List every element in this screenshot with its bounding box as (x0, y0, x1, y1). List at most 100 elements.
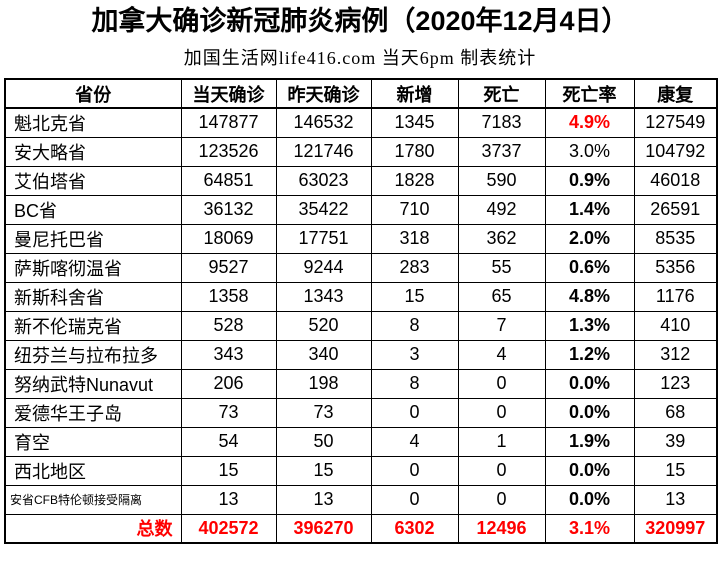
column-header-6: 康复 (633, 78, 718, 110)
value-cell: 0 (457, 484, 546, 515)
death-rate-cell: 1.9% (544, 426, 635, 457)
value-cell: 1828 (370, 165, 459, 196)
value-cell: 8535 (633, 223, 718, 254)
value-cell: 147877 (180, 107, 277, 138)
table-body: 魁北克省 147877 146532 1345 7183 4.9% 127549 安大略省 12… (4, 107, 718, 544)
value-cell: 13 (180, 484, 277, 515)
province-cell: 纽芬兰与拉布拉多 (4, 339, 182, 370)
value-cell: 362 (457, 223, 546, 254)
table-row: 努纳武特Nunavut 206 198 8 0 0.0% 123 (4, 368, 718, 399)
value-cell: 4 (457, 339, 546, 370)
value-cell: 4 (370, 426, 459, 457)
value-cell: 9527 (180, 252, 277, 283)
province-cell: BC省 (4, 194, 182, 225)
province-cell: 新斯科舍省 (4, 281, 182, 312)
value-cell: 710 (370, 194, 459, 225)
value-cell: 3737 (457, 136, 546, 167)
value-cell: 13 (275, 484, 372, 515)
table-row: 育空 54 50 4 1 1.9% 39 (4, 426, 718, 457)
value-cell: 8 (370, 310, 459, 341)
death-rate-cell: 1.3% (544, 310, 635, 341)
value-cell: 18069 (180, 223, 277, 254)
value-cell: 0 (370, 484, 459, 515)
column-header-5: 死亡率 (544, 78, 635, 110)
value-cell: 121746 (275, 136, 372, 167)
value-cell: 104792 (633, 136, 718, 167)
value-cell: 9244 (275, 252, 372, 283)
province-cell: 魁北克省 (4, 107, 182, 138)
value-cell: 13 (633, 484, 718, 515)
table-row: BC省 36132 35422 710 492 1.4% 26591 (4, 194, 718, 225)
value-cell: 0 (457, 368, 546, 399)
value-cell: 528 (180, 310, 277, 341)
column-header-2: 昨天确诊 (275, 78, 372, 110)
value-cell: 50 (275, 426, 372, 457)
value-cell: 46018 (633, 165, 718, 196)
province-cell: 安省CFB特伦顿接受隔离 (4, 484, 182, 515)
province-cell: 西北地区 (4, 455, 182, 486)
value-cell: 65 (457, 281, 546, 312)
value-cell: 343 (180, 339, 277, 370)
value-cell: 73 (180, 397, 277, 428)
total-row: 总数 402572 396270 6302 12496 3.1% 320997 (4, 513, 718, 544)
province-cell: 新不伦瑞克省 (4, 310, 182, 341)
value-cell: 26591 (633, 194, 718, 225)
table-row: 安大略省 123526 121746 1780 3737 3.0% 104792 (4, 136, 718, 167)
value-cell: 318 (370, 223, 459, 254)
value-cell: 1345 (370, 107, 459, 138)
value-cell: 15 (633, 455, 718, 486)
value-cell: 127549 (633, 107, 718, 138)
page-subtitle: 加国生活网life416.com 当天6pm 制表统计 (183, 48, 537, 69)
value-cell: 55 (457, 252, 546, 283)
value-cell: 1343 (275, 281, 372, 312)
death-rate-cell: 0.0% (544, 484, 635, 515)
column-header-4: 死亡 (457, 78, 546, 110)
death-rate-cell: 0.9% (544, 165, 635, 196)
value-cell: 39 (633, 426, 718, 457)
province-cell: 育空 (4, 426, 182, 457)
death-rate-cell: 3.0% (544, 136, 635, 167)
value-cell: 35422 (275, 194, 372, 225)
value-cell: 5356 (633, 252, 718, 283)
value-cell: 7 (457, 310, 546, 341)
value-cell: 3 (370, 339, 459, 370)
death-rate-cell: 2.0% (544, 223, 635, 254)
table-row: 艾伯塔省 64851 63023 1828 590 0.9% 46018 (4, 165, 718, 196)
table-row: 曼尼托巴省 18069 17751 318 362 2.0% 8535 (4, 223, 718, 254)
table-row: 爱德华王子岛 73 73 0 0 0.0% 68 (4, 397, 718, 428)
value-cell: 36132 (180, 194, 277, 225)
value-cell: 8 (370, 368, 459, 399)
column-header-1: 当天确诊 (180, 78, 277, 110)
table-row: 新斯科舍省 1358 1343 15 65 4.8% 1176 (4, 281, 718, 312)
value-cell: 0 (457, 455, 546, 486)
value-cell: 206 (180, 368, 277, 399)
total-label-cell: 总数 (4, 513, 182, 544)
value-cell: 283 (370, 252, 459, 283)
value-cell: 1780 (370, 136, 459, 167)
value-cell: 7183 (457, 107, 546, 138)
province-cell: 努纳武特Nunavut (4, 368, 182, 399)
death-rate-cell: 0.6% (544, 252, 635, 283)
death-rate-cell: 0.0% (544, 368, 635, 399)
province-cell: 曼尼托巴省 (4, 223, 182, 254)
covid-stats-table: 省份 当天确诊 昨天确诊 新增 死亡 死亡率 康复 魁北克省 147877 146532 1345… (4, 78, 718, 545)
value-cell: 64851 (180, 165, 277, 196)
value-cell: 3.1% (544, 513, 635, 544)
table-row: 魁北克省 147877 146532 1345 7183 4.9% 127549 (4, 107, 718, 138)
value-cell: 1176 (633, 281, 718, 312)
table-row: 安省CFB特伦顿接受隔离 13 13 0 0 0.0% 13 (4, 484, 718, 515)
value-cell: 320997 (633, 513, 718, 544)
header-row: 省份 当天确诊 昨天确诊 新增 死亡 死亡率 康复 (4, 78, 718, 110)
value-cell: 63023 (275, 165, 372, 196)
province-cell: 萨斯喀彻温省 (4, 252, 182, 283)
value-cell: 198 (275, 368, 372, 399)
value-cell: 146532 (275, 107, 372, 138)
value-cell: 15 (370, 281, 459, 312)
column-header-0: 省份 (4, 78, 182, 110)
column-header-3: 新增 (370, 78, 459, 110)
value-cell: 0 (457, 397, 546, 428)
death-rate-cell: 4.9% (544, 107, 635, 138)
death-rate-cell: 0.0% (544, 397, 635, 428)
value-cell: 520 (275, 310, 372, 341)
